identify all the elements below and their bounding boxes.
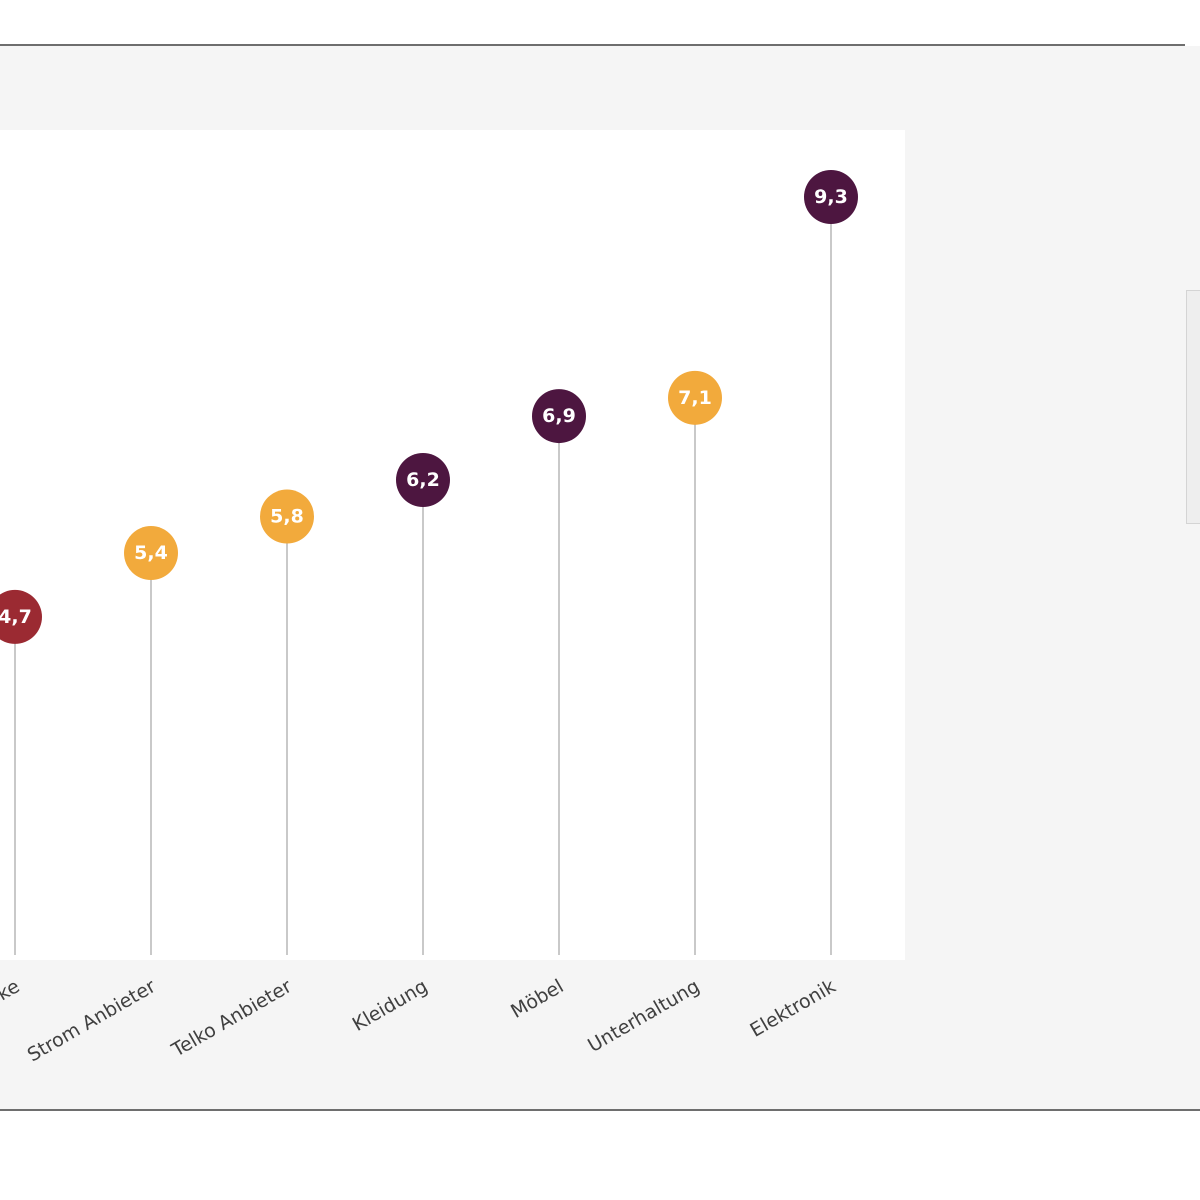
category-tick-label: Strom Anbieter xyxy=(24,975,160,1066)
data-label: 7,1 xyxy=(678,387,712,409)
lollipop-point xyxy=(396,453,450,507)
lollipop-point xyxy=(532,389,586,444)
category-tick-label: Unterhaltung xyxy=(584,975,703,1057)
data-label: 4,7 xyxy=(0,606,32,628)
category-tick-label: ke xyxy=(0,975,23,1005)
data-label: 9,3 xyxy=(814,186,848,208)
category-tick-label: Möbel xyxy=(507,975,567,1023)
lollipop-point xyxy=(668,370,722,425)
lollipop-point xyxy=(260,489,314,544)
lollipop-point xyxy=(124,526,178,581)
category-tick-label: Kleidung xyxy=(349,975,432,1036)
data-label: 6,9 xyxy=(542,405,576,427)
side-panel-edge xyxy=(1186,290,1200,524)
bottom-rule xyxy=(0,1109,1200,1111)
lollipop-point xyxy=(804,170,858,224)
data-label: 5,8 xyxy=(270,506,304,528)
data-label: 5,4 xyxy=(134,542,168,564)
category-tick-label: Telko Anbieter xyxy=(167,975,295,1062)
category-tick-label: Elektronik xyxy=(746,975,839,1041)
top-rule xyxy=(0,44,1185,46)
lollipop-point xyxy=(0,589,42,644)
data-label: 6,2 xyxy=(406,469,440,491)
